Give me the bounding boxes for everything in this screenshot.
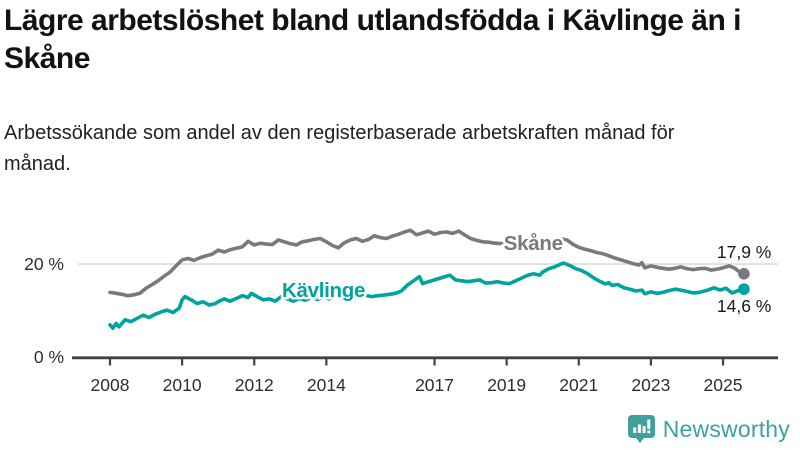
x-axis-label-2014: 2014 <box>307 375 346 395</box>
newsworthy-logo-text: Newsworthy <box>662 415 790 442</box>
newsworthy-logo: Newsworthy <box>627 414 790 444</box>
y-axis-label-20: 20 % <box>24 254 64 274</box>
x-axis-label-2012: 2012 <box>235 375 274 395</box>
y-axis-label-0: 0 % <box>34 347 64 367</box>
newsworthy-icon <box>627 415 655 443</box>
x-axis-label-2019: 2019 <box>487 375 526 395</box>
series-line-Kävlinge <box>108 261 746 331</box>
series-end-value-Skåne: 17,9 % <box>717 242 771 262</box>
chart-title: Lägre arbetslöshet bland utlandsfödda i … <box>4 4 741 75</box>
series-label-Kävlinge: Kävlinge <box>282 279 365 302</box>
x-axis-label-2017: 2017 <box>415 375 454 395</box>
x-axis-label-2023: 2023 <box>631 375 670 395</box>
series-end-dot-Skåne <box>738 268 750 280</box>
x-axis-label-2021: 2021 <box>559 375 598 395</box>
chart-subtitle: Arbetssökande som andel av den registerb… <box>4 122 675 175</box>
series-end-dot-Kävlinge <box>738 283 750 295</box>
x-axis-label-2008: 2008 <box>91 375 130 395</box>
series-label-Skåne: Skåne <box>504 232 563 255</box>
x-axis-label-2025: 2025 <box>704 375 743 395</box>
series-line-Skåne <box>108 228 746 298</box>
x-axis-label-2010: 2010 <box>163 375 202 395</box>
series-end-value-Kävlinge: 14,6 % <box>717 296 771 316</box>
